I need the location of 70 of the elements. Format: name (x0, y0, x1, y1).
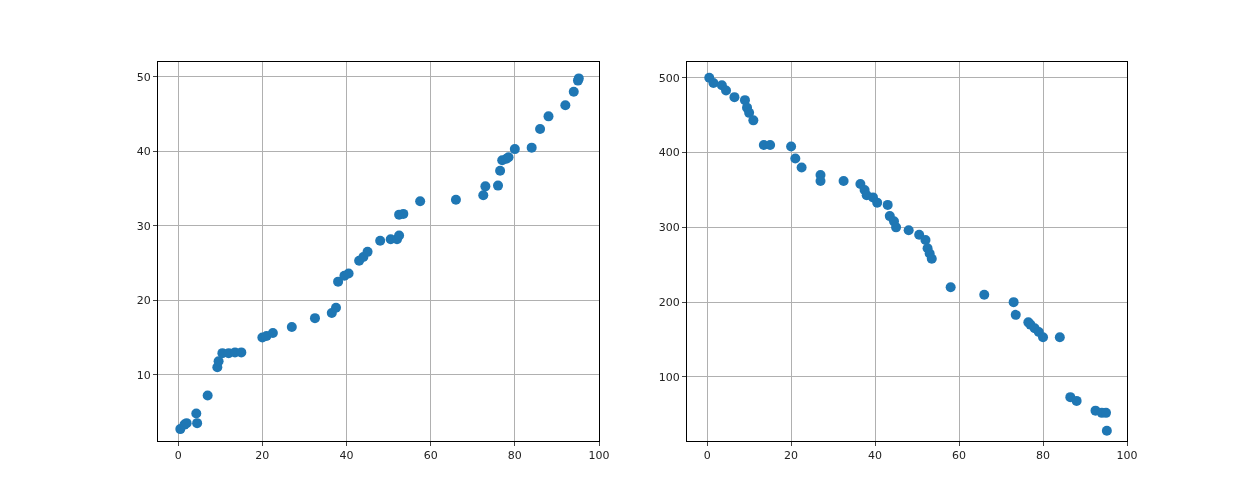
y-tick-label: 50 (136, 70, 151, 84)
point (192, 418, 203, 429)
point (362, 246, 373, 257)
point (543, 111, 554, 122)
point (450, 194, 461, 205)
point (872, 197, 883, 208)
y-tick-label: 300 (658, 221, 680, 235)
y-tick-label: 20 (136, 294, 151, 308)
point (744, 107, 755, 118)
x-tick-label: 0 (703, 449, 711, 463)
point (191, 408, 202, 419)
x-tick-label: 20 (784, 449, 799, 463)
point (838, 175, 849, 186)
point (920, 235, 931, 246)
point (480, 181, 491, 192)
point (478, 190, 489, 201)
point (1010, 309, 1021, 320)
point (945, 282, 956, 293)
point (748, 115, 759, 126)
y-tick-label: 100 (658, 370, 680, 384)
point (914, 229, 925, 240)
x-tick-label: 80 (1036, 449, 1051, 463)
point (1008, 297, 1019, 308)
point (979, 289, 990, 300)
point (926, 253, 937, 264)
point (729, 92, 740, 103)
x-tick-label: 60 (952, 449, 967, 463)
point (415, 196, 426, 207)
x-tick-label: 20 (255, 449, 270, 463)
point (333, 276, 344, 287)
x-tick-label: 0 (174, 449, 182, 463)
x-tick-label: 60 (423, 449, 438, 463)
x-tick-label: 40 (868, 449, 883, 463)
point (560, 100, 571, 111)
point (786, 141, 797, 152)
point (509, 144, 520, 155)
point (568, 86, 579, 97)
point (495, 165, 506, 176)
point (903, 225, 914, 236)
point (202, 390, 213, 401)
point (1071, 395, 1082, 406)
point (331, 302, 341, 313)
point (535, 124, 546, 135)
point (526, 142, 537, 153)
point (721, 85, 732, 96)
point (493, 180, 504, 191)
point (1038, 332, 1049, 343)
x-tick-label: 40 (339, 449, 354, 463)
point (891, 222, 902, 233)
point (309, 313, 320, 324)
point (286, 322, 297, 333)
y-tick-label: 500 (658, 71, 680, 85)
point (796, 162, 807, 173)
y-tick-label: 30 (136, 219, 151, 233)
point (790, 153, 801, 164)
point (394, 230, 405, 241)
x-tick-label: 100 (1116, 449, 1138, 463)
point (375, 235, 386, 246)
x-tick-label: 100 (588, 449, 610, 463)
point (267, 328, 278, 339)
y-tick-label: 40 (136, 145, 151, 159)
point (343, 268, 354, 279)
x-tick-label: 80 (507, 449, 522, 463)
point (708, 77, 719, 88)
y-tick-label: 10 (136, 368, 151, 382)
point (1054, 332, 1065, 343)
y-tick-label: 400 (658, 146, 680, 160)
point (1101, 425, 1112, 436)
y-tick-label: 200 (658, 296, 680, 309)
point (882, 199, 893, 210)
